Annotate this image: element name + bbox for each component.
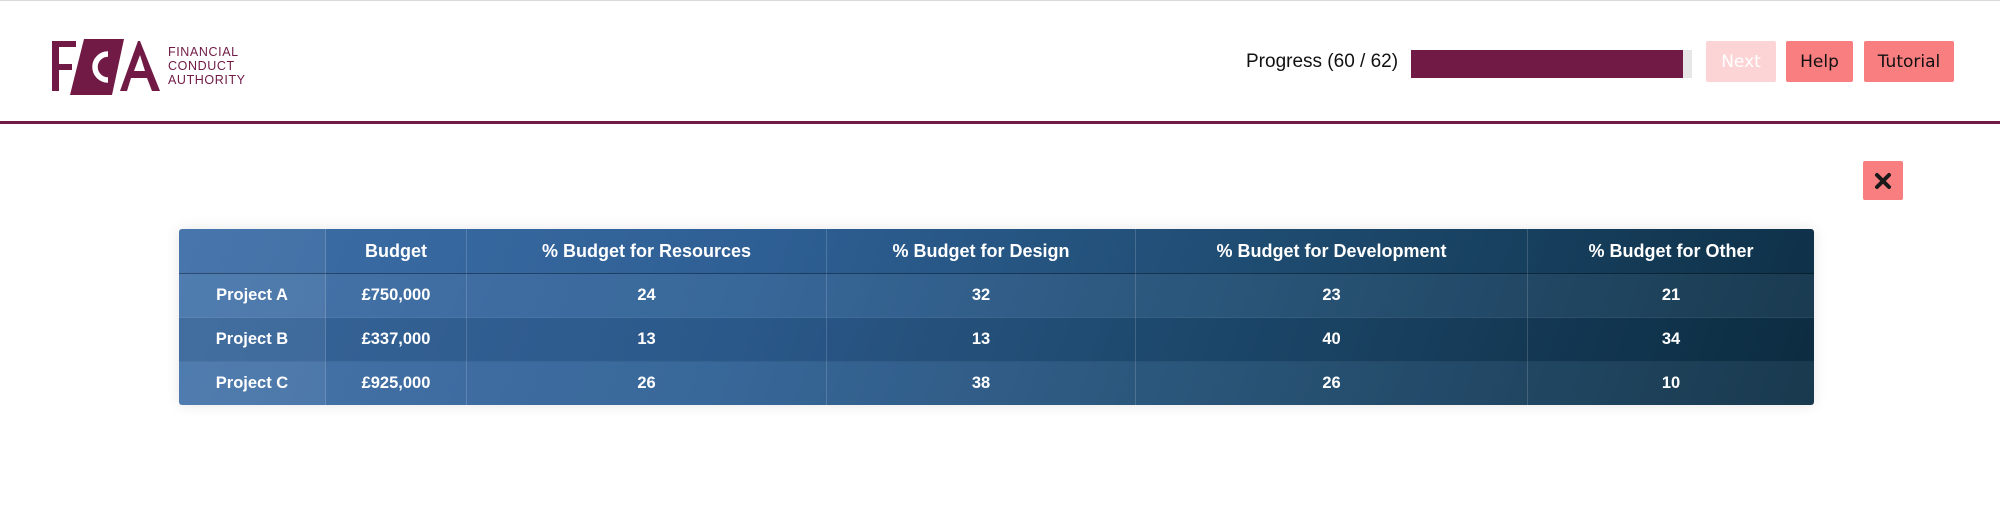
progress-label: Progress (60 / 62) bbox=[1246, 51, 1399, 72]
table-cell: 13 bbox=[466, 317, 827, 362]
progress-bar-fill bbox=[1411, 50, 1683, 78]
table-row: Project B £337,000 13 13 40 34 bbox=[179, 317, 1814, 362]
table-cell: 26 bbox=[466, 361, 827, 405]
next-button[interactable]: Next bbox=[1706, 41, 1776, 82]
column-header: Budget bbox=[325, 229, 467, 274]
table-cell: 38 bbox=[826, 361, 1136, 405]
table-cell: £337,000 bbox=[325, 317, 467, 362]
header-divider bbox=[0, 121, 2000, 124]
app-header: FINANCIAL CONDUCT AUTHORITY Progress (60… bbox=[0, 1, 2000, 121]
column-header: % Budget for Development bbox=[1135, 229, 1528, 274]
budget-table-container: Budget % Budget for Resources % Budget f… bbox=[179, 229, 1814, 405]
table-cell: 13 bbox=[826, 317, 1136, 362]
table-row: Project A £750,000 24 32 23 21 bbox=[179, 273, 1814, 318]
table-row: Project C £925,000 26 38 26 10 bbox=[179, 361, 1814, 405]
logo-word: CONDUCT bbox=[168, 59, 235, 73]
table-cell: 26 bbox=[1135, 361, 1528, 405]
logo-word: AUTHORITY bbox=[168, 73, 246, 87]
logo-word: FINANCIAL bbox=[168, 45, 239, 59]
table-cell: 34 bbox=[1527, 317, 1814, 362]
table-cell: 10 bbox=[1527, 361, 1814, 405]
budget-table: Budget % Budget for Resources % Budget f… bbox=[179, 229, 1814, 405]
logo-wordmark: FINANCIAL CONDUCT AUTHORITY bbox=[168, 45, 246, 87]
column-header: % Budget for Other bbox=[1527, 229, 1814, 274]
table-cell: 23 bbox=[1135, 273, 1528, 318]
table-cell: 40 bbox=[1135, 317, 1528, 362]
table-cell: £750,000 bbox=[325, 273, 467, 318]
close-button[interactable] bbox=[1863, 161, 1903, 200]
column-header bbox=[179, 229, 326, 274]
table-cell: £925,000 bbox=[325, 361, 467, 405]
table-header-row: Budget % Budget for Resources % Budget f… bbox=[179, 229, 1814, 274]
fca-logo-mark bbox=[52, 39, 160, 95]
table-cell: 24 bbox=[466, 273, 827, 318]
top-border bbox=[0, 0, 2000, 1]
column-header: % Budget for Design bbox=[826, 229, 1136, 274]
help-button[interactable]: Help bbox=[1786, 41, 1853, 82]
column-header: % Budget for Resources bbox=[466, 229, 827, 274]
fca-logo: FINANCIAL CONDUCT AUTHORITY bbox=[52, 35, 252, 99]
close-icon bbox=[1875, 172, 1891, 189]
progress-bar bbox=[1411, 50, 1692, 78]
table-cell: 21 bbox=[1661, 286, 1681, 304]
tutorial-button[interactable]: Tutorial bbox=[1864, 41, 1954, 82]
project-name-cell: Project A bbox=[179, 273, 326, 318]
project-name-cell: Project B bbox=[179, 317, 326, 362]
table-cell: 32 bbox=[826, 273, 1136, 318]
project-name-cell: Project C bbox=[179, 361, 326, 405]
